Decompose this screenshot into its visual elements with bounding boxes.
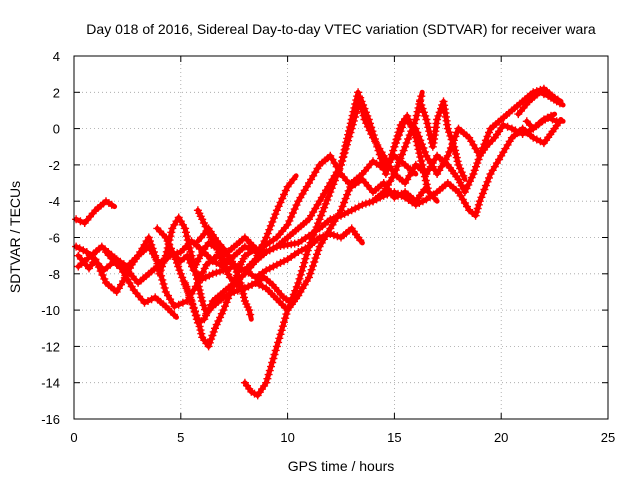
series-track-4 <box>74 242 179 320</box>
series-point-markers <box>390 111 439 203</box>
series-point-markers <box>240 84 562 400</box>
series-point-markers <box>514 88 564 119</box>
y-tick-label: -14 <box>41 376 60 391</box>
y-tick-label: -12 <box>41 339 60 354</box>
y-axis-title: SDTVAR / TECUs <box>7 181 23 293</box>
series-track-13 <box>369 111 558 206</box>
tick-layer: 0 5 10 15 20 25 -16 -14 -12 -10 -8 -6 -4 -2 0 2 4 <box>41 49 615 445</box>
series-point-markers <box>193 118 563 260</box>
series-track-10 <box>191 238 295 306</box>
y-tick-label: 4 <box>53 49 60 64</box>
series-point-markers <box>416 97 468 180</box>
y-tick-label: 2 <box>53 85 60 100</box>
series-point-markers <box>191 238 293 305</box>
y-tick-label: -4 <box>48 194 60 209</box>
series-point-markers <box>369 111 555 206</box>
series-track-17 <box>522 113 566 133</box>
x-tick-label: 20 <box>494 430 508 445</box>
y-tick-label: -2 <box>48 158 60 173</box>
y-tick-label: -16 <box>41 412 60 427</box>
y-tick-label: -10 <box>41 303 60 318</box>
y-tick-label: 0 <box>53 122 60 137</box>
x-tick-label: 10 <box>280 430 294 445</box>
series-track-16 <box>514 88 566 119</box>
chart-title: Day 018 of 2016, Sidereal Day-to-day VTE… <box>86 21 596 37</box>
series-track-15 <box>416 97 468 182</box>
y-tick-label: -6 <box>48 231 60 246</box>
series-point-markers <box>72 197 116 227</box>
x-tick-label: 0 <box>70 430 77 445</box>
series-track-3 <box>74 173 299 311</box>
x-axis-title: GPS time / hours <box>288 458 395 474</box>
x-tick-label: 25 <box>601 430 615 445</box>
series-point-markers <box>522 113 564 133</box>
series-layer <box>72 84 566 400</box>
x-tick-label: 15 <box>387 430 401 445</box>
x-tick-label: 5 <box>177 430 184 445</box>
series-point-markers <box>72 151 429 275</box>
series-track-14 <box>390 111 440 204</box>
series-track-1 <box>72 197 118 227</box>
y-tick-label: -8 <box>48 267 60 282</box>
series-track-2 <box>72 151 429 275</box>
series-track-8 <box>181 88 426 327</box>
